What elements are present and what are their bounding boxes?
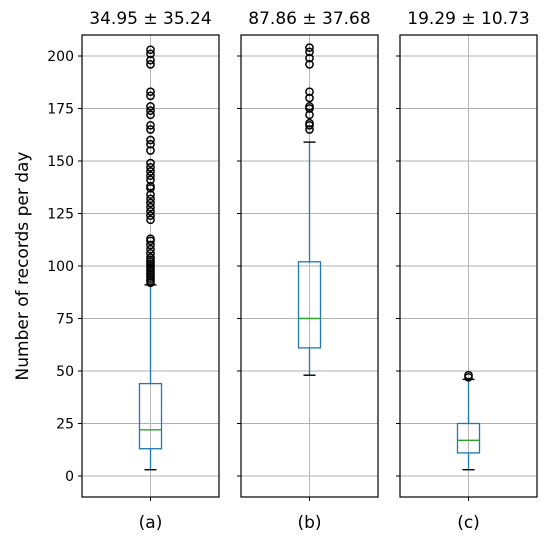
outlier-point: [305, 87, 314, 97]
outlier-point: [146, 106, 155, 115]
outlier-point: [146, 162, 155, 172]
outlier-point: [146, 91, 155, 101]
outlier-point: [146, 87, 155, 97]
outlier-point: [146, 171, 155, 181]
y-tick-label: 75: [56, 312, 74, 328]
y-tick-label: 0: [65, 469, 74, 485]
outlier-point: [146, 249, 155, 258]
outlier-point: [146, 125, 155, 134]
x-category-label: (b): [297, 513, 321, 533]
x-category-label: (c): [457, 513, 480, 533]
y-tick-label: 100: [47, 259, 74, 275]
y-tick-label: 25: [56, 417, 74, 433]
outlier-point: [146, 234, 155, 244]
iqr-box: [297, 261, 322, 349]
outlier-point: [305, 102, 314, 111]
outlier-point: [305, 110, 314, 120]
y-tick-label: 150: [47, 154, 74, 170]
y-tick-label: 125: [47, 207, 74, 223]
outlier-point: [305, 93, 314, 103]
iqr-box: [456, 422, 481, 454]
outlier-point: [146, 146, 155, 155]
outlier-point: [146, 207, 155, 216]
outlier-point: [146, 45, 155, 55]
outlier-point: [146, 198, 155, 208]
outlier-point: [146, 135, 155, 145]
outlier-point: [146, 60, 155, 69]
outlier-point: [146, 211, 155, 220]
outlier-point: [305, 118, 314, 128]
outlier-point: [146, 175, 155, 185]
outlier-point: [146, 139, 155, 149]
outlier-point: [146, 181, 155, 191]
y-tick-label: 50: [56, 364, 74, 380]
outlier-point: [146, 202, 155, 212]
panel-1: 0 25 50 75 100 125 150 175 200 (a) 34.95 ± 35.24: [47, 9, 220, 533]
outlier-point: [305, 125, 314, 134]
iqr-box: [138, 382, 163, 450]
outlier-point: [146, 110, 155, 120]
outlier-point: [146, 49, 155, 59]
y-tick-label: 175: [47, 102, 74, 118]
outlier-point: [146, 102, 155, 111]
outlier-point: [146, 253, 155, 262]
y-axis-label: Number of records per day: [13, 152, 33, 381]
outlier-point: [305, 60, 314, 69]
outlier-point: [305, 53, 314, 63]
outlier-point: [146, 120, 155, 130]
outlier-point: [146, 55, 155, 65]
outlier-point: [146, 194, 155, 204]
outlier-point: [146, 240, 155, 250]
outlier-point: [305, 47, 314, 57]
outlier-point: [146, 167, 155, 176]
outlier-point: [305, 43, 314, 52]
x-category-label: (a): [139, 513, 163, 533]
outlier-point: [464, 370, 473, 380]
chart-panels: 0 25 50 75 100 125 150 175 200 (a) 34.95 ± 35.24 (b…: [47, 9, 538, 533]
panel-title: 34.95 ± 35.24: [89, 9, 211, 29]
outlier-point: [146, 215, 155, 225]
panel-title: 87.86 ± 37.68: [248, 9, 370, 29]
panel-3: (c) 19.29 ± 10.73: [396, 9, 538, 533]
outlier-point: [146, 190, 155, 199]
outlier-point: [146, 244, 155, 254]
panel-title: 19.29 ± 10.73: [407, 9, 529, 29]
panel-2: (b) 87.86 ± 37.68: [237, 9, 379, 533]
outlier-point: [146, 158, 155, 168]
y-tick-label: 200: [47, 49, 74, 65]
